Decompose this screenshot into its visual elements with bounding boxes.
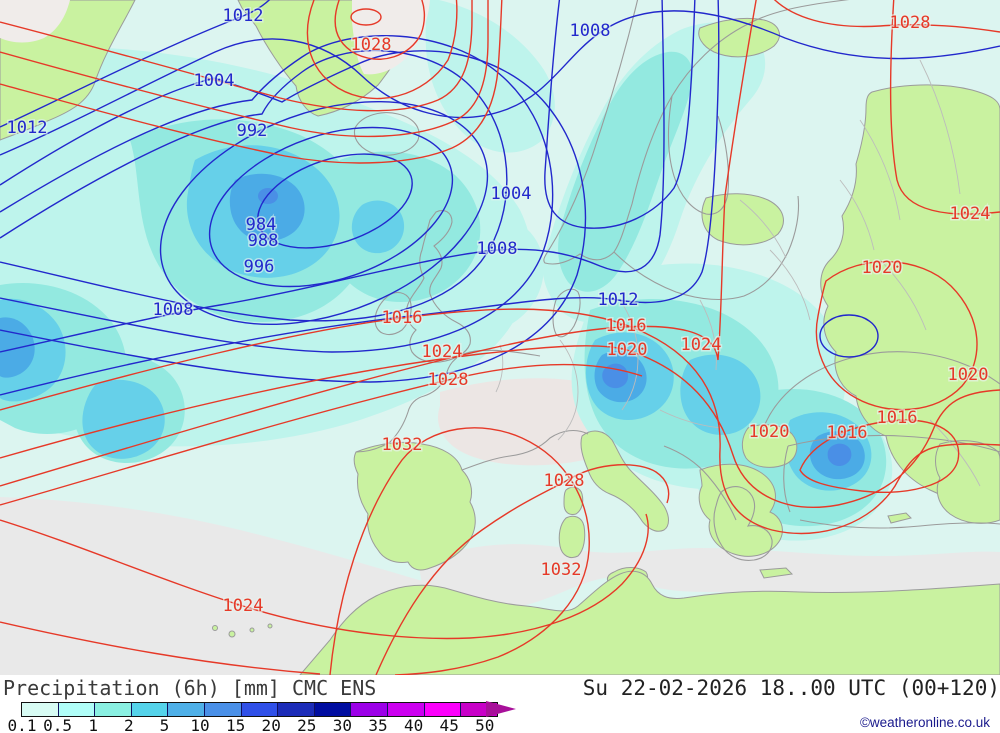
isobar-label: 1016: [877, 408, 918, 428]
isobar-label: 996: [244, 257, 275, 277]
isobar-label: 1032: [382, 435, 423, 455]
scale-segment: [57, 703, 95, 716]
isobar-label: 1004: [194, 71, 235, 91]
isobar-label: 1016: [606, 316, 647, 336]
legend-bar: Precipitation (6h) [mm] CMC ENS Su 22-02…: [0, 675, 1000, 733]
scale-value: 2: [123, 716, 134, 733]
isobar-label: 1028: [351, 35, 392, 55]
scale-value: 0.5: [43, 716, 73, 733]
scale-segment: [313, 703, 351, 716]
isobar-label: 1028: [428, 370, 469, 390]
map-datetime: Su 22-02-2026 18..00 UTC (00+120): [582, 676, 1000, 700]
isobar-label: 1024: [422, 342, 463, 362]
scale-segment: [423, 703, 461, 716]
scale-segment: [203, 703, 241, 716]
land-italy: [580, 430, 669, 532]
isobar-label: 1008: [570, 21, 611, 41]
isobar-label: 1020: [948, 365, 989, 385]
isobar-label: 1032: [541, 560, 582, 580]
land-iberia: [353, 441, 476, 571]
scale-value: 25: [297, 716, 317, 733]
isobar-label: 1016: [382, 308, 423, 328]
coastlines: [353, 0, 1000, 561]
isobar-label: 1008: [477, 239, 518, 259]
isobar-label: 1012: [598, 290, 639, 310]
scale-value: 40: [403, 716, 424, 733]
isobar-label: 992: [237, 121, 268, 141]
isobar-label: 1024: [223, 596, 264, 616]
isobars-low: [0, 0, 1000, 396]
isobar-label: 1008: [153, 300, 194, 320]
scale-value: 0.1: [7, 716, 37, 733]
land-balkans: [698, 463, 783, 557]
isobar-label: 1024: [950, 204, 991, 224]
scale-segment: [350, 703, 387, 716]
scale-value: 15: [225, 716, 246, 733]
isobar-label: 1028: [890, 13, 931, 33]
copyright-link[interactable]: ©weatheronline.co.uk: [859, 715, 990, 730]
isobar-label: 1012: [223, 6, 264, 26]
isobar-label: 1028: [544, 471, 585, 491]
scale-labels: 0.1 0.5 1 2 5 10 15 20 25 30 35 40 45 50: [0, 716, 1000, 733]
scale-segment: [386, 703, 424, 716]
scale-value: 45: [439, 716, 459, 733]
precip-shading: [0, 0, 893, 541]
scale-value: 1: [88, 716, 99, 733]
isobar-label: 1012: [7, 118, 48, 138]
scale-value: 30: [332, 716, 353, 733]
land-baltics-patch: [701, 193, 784, 246]
scale-value: 50: [475, 716, 495, 733]
map-title: Precipitation (6h) [mm] CMC ENS: [3, 676, 377, 700]
scale-segment: [22, 703, 58, 716]
scale-value: 10: [190, 716, 210, 733]
isobars-high: [0, 0, 1000, 675]
isobar-label: 1016: [827, 423, 868, 443]
scale-value: 20: [261, 716, 281, 733]
scale-segment: [130, 703, 168, 716]
land-africa: [299, 570, 1000, 675]
scale-value: 5: [159, 716, 170, 733]
isobar-label: 1020: [862, 258, 903, 278]
isobar-label: 1024: [681, 335, 722, 355]
scale-segment: [277, 703, 314, 716]
scale-arrow-icon: [486, 701, 516, 717]
isobar-label: 984: [246, 215, 277, 235]
isobar-label: 1020: [749, 422, 790, 442]
isobar-label: 988: [248, 231, 279, 251]
scale-value: 35: [368, 716, 388, 733]
scale-segment: [94, 703, 131, 716]
ice-patches: [0, 0, 430, 75]
scale-segment: [167, 703, 204, 716]
isobar-label: 1020: [607, 340, 648, 360]
precip-color-scale: [21, 702, 498, 717]
scale-segment: [240, 703, 278, 716]
isobar-label: 1004: [491, 184, 532, 204]
